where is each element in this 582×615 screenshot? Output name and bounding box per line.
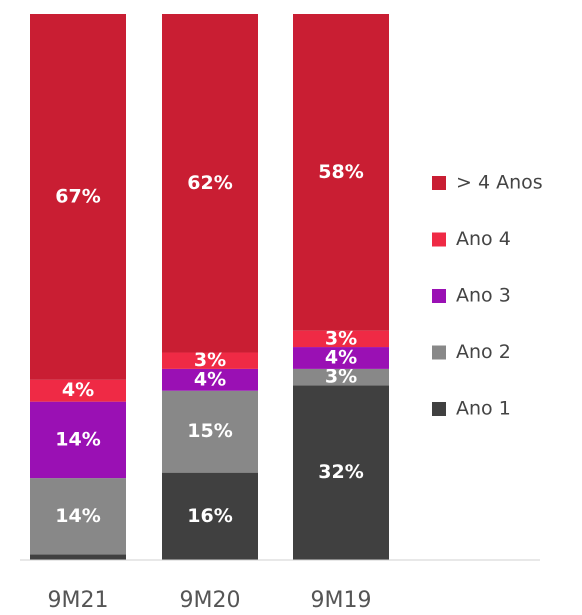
- data-label: 4%: [325, 346, 357, 368]
- bar-segment: [162, 352, 258, 369]
- legend-swatch: [432, 402, 446, 416]
- bar-segment: [293, 385, 389, 560]
- x-tick-label: 9M20: [180, 588, 241, 613]
- legend-label: Ano 4: [456, 228, 511, 250]
- legend-swatch: [432, 345, 446, 360]
- bar-segment: [30, 14, 126, 380]
- data-label: 16%: [187, 505, 232, 527]
- legend-swatch: [432, 289, 446, 303]
- bar-segment: [162, 390, 258, 473]
- data-label: 14%: [55, 505, 100, 527]
- data-label: 15%: [187, 420, 232, 442]
- data-label: 3%: [325, 327, 357, 349]
- bar-segment: [30, 554, 126, 560]
- bar-segment: [30, 401, 126, 479]
- bar-segment: [30, 379, 126, 402]
- data-label: 3%: [325, 366, 357, 388]
- x-tick-label: 9M19: [311, 588, 372, 613]
- bar-segment: [293, 368, 389, 386]
- x-tick-label: 9M21: [48, 588, 109, 613]
- data-label: 4%: [194, 368, 226, 390]
- bar-segment: [293, 347, 389, 369]
- legend-label: > 4 Anos: [456, 172, 543, 194]
- data-label: 67%: [55, 185, 100, 207]
- legend-label: Ano 1: [456, 398, 511, 420]
- data-label: 62%: [187, 172, 232, 194]
- bar-segment: [293, 330, 389, 348]
- bar-segment: [162, 14, 258, 353]
- bar-segment: [293, 14, 389, 331]
- legend-swatch: [432, 176, 446, 190]
- legend-label: Ano 2: [456, 341, 511, 363]
- legend-label: Ano 3: [456, 285, 511, 307]
- data-label: 32%: [318, 461, 363, 483]
- data-label: 58%: [318, 161, 363, 183]
- data-label: 14%: [55, 428, 100, 450]
- legend-swatch: [432, 232, 446, 247]
- bar-segment: [162, 472, 258, 560]
- bar-segment: [162, 368, 258, 391]
- data-label: 4%: [62, 379, 94, 401]
- bar-segment: [30, 478, 126, 555]
- data-label: 3%: [194, 349, 226, 371]
